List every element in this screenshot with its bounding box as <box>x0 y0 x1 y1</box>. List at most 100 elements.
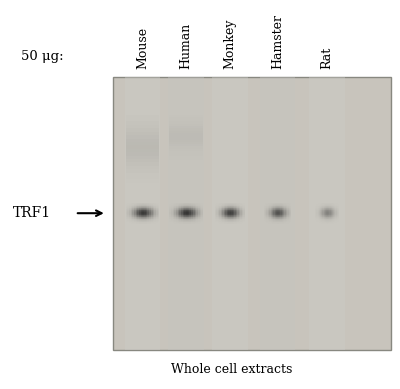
Bar <box>137 209 139 210</box>
Bar <box>275 207 276 208</box>
Bar <box>266 205 268 206</box>
Bar <box>333 203 334 204</box>
Bar <box>186 223 188 224</box>
Bar <box>280 211 282 212</box>
Bar <box>332 210 333 211</box>
Bar <box>152 205 154 206</box>
Bar <box>215 209 216 210</box>
Bar <box>266 214 268 215</box>
Bar <box>183 203 184 204</box>
Bar <box>290 220 291 221</box>
Bar <box>141 205 142 206</box>
Bar <box>221 207 222 208</box>
Bar <box>265 221 266 222</box>
Bar <box>176 210 178 211</box>
Bar <box>151 216 152 217</box>
Bar <box>148 215 149 216</box>
Bar <box>149 221 151 222</box>
Bar <box>230 214 231 215</box>
Bar <box>193 213 194 214</box>
Bar <box>142 214 144 215</box>
Bar <box>332 218 333 219</box>
Bar <box>242 210 243 211</box>
Bar <box>188 203 190 204</box>
Bar <box>148 211 149 212</box>
Bar <box>201 215 203 216</box>
Bar <box>269 222 270 223</box>
Bar <box>139 212 141 213</box>
Bar <box>181 222 183 223</box>
Bar <box>240 208 242 209</box>
Bar <box>284 216 286 217</box>
Bar <box>276 216 278 217</box>
Bar <box>201 216 203 217</box>
Bar <box>152 220 154 221</box>
Bar <box>169 140 203 142</box>
Bar <box>325 219 326 220</box>
Bar <box>219 216 221 217</box>
Bar <box>174 211 176 212</box>
Bar <box>318 219 319 220</box>
Text: Hamster: Hamster <box>271 14 284 69</box>
Bar <box>282 207 283 208</box>
Bar <box>184 211 186 212</box>
Bar <box>156 219 158 220</box>
Bar <box>144 222 146 223</box>
Bar <box>113 77 391 350</box>
Bar <box>134 209 136 210</box>
Bar <box>218 208 219 209</box>
Bar <box>228 209 230 210</box>
Bar <box>325 218 326 219</box>
Bar <box>266 207 268 208</box>
Bar <box>290 208 291 209</box>
Bar <box>268 223 269 224</box>
Bar <box>190 206 191 207</box>
Bar <box>129 214 130 215</box>
Bar <box>279 214 280 215</box>
Bar <box>183 219 184 220</box>
Bar <box>278 220 279 221</box>
Bar <box>337 204 338 205</box>
Bar <box>200 212 201 213</box>
Bar <box>193 217 194 218</box>
Bar <box>240 218 242 219</box>
Bar <box>333 213 334 214</box>
Bar <box>286 203 287 204</box>
Bar <box>288 215 290 216</box>
Bar <box>179 209 181 210</box>
Bar <box>174 206 176 207</box>
Bar <box>126 118 159 121</box>
Bar <box>130 206 132 207</box>
Bar <box>184 212 186 213</box>
Bar <box>331 220 332 221</box>
Bar <box>179 213 181 214</box>
Bar <box>172 214 174 215</box>
Bar <box>268 218 269 219</box>
Bar <box>280 218 282 219</box>
Bar <box>237 215 239 216</box>
Bar <box>327 219 328 220</box>
Bar <box>230 218 231 219</box>
Bar <box>243 217 245 218</box>
Bar <box>227 215 228 216</box>
Bar <box>279 218 280 219</box>
Bar <box>332 216 333 217</box>
Bar <box>236 203 237 204</box>
Bar <box>201 209 203 210</box>
Bar <box>172 223 174 224</box>
Bar <box>130 210 132 211</box>
Bar <box>270 211 272 212</box>
Bar <box>227 217 228 218</box>
Bar <box>136 218 137 219</box>
Bar <box>243 216 245 217</box>
Bar <box>320 204 321 205</box>
Bar <box>158 207 159 208</box>
Bar <box>181 221 183 222</box>
Bar <box>240 207 242 208</box>
Bar <box>129 222 130 223</box>
Bar <box>239 204 240 205</box>
Bar <box>191 208 193 209</box>
Bar <box>186 210 188 211</box>
Bar <box>288 210 290 211</box>
Bar <box>225 208 227 209</box>
